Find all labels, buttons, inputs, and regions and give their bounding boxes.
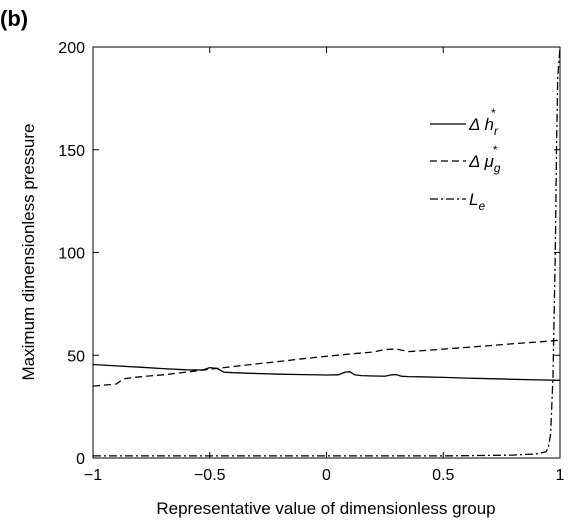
legend-sup-2: * [493, 143, 498, 157]
y-axis-label: Maximum dimensionless pressure [19, 124, 38, 381]
axis-ticks: −1 −0.5 0 0.5 1 0 50 100 150 200 [58, 40, 564, 484]
legend-sup-1: * [491, 106, 496, 120]
series-lines [92, 46, 561, 457]
y-tick-label: 150 [58, 143, 85, 160]
y-tick-label: 100 [58, 246, 85, 263]
series-line-3 [93, 46, 561, 457]
x-tick-label: −1 [84, 467, 102, 484]
series-line-1 [92, 363, 561, 381]
legend-entry-2: Δ μg [468, 152, 501, 175]
y-tick-label: 50 [67, 348, 85, 365]
plot-frame [92, 46, 561, 459]
y-tick-label: 200 [58, 40, 85, 57]
panel-label: (b) [0, 6, 28, 31]
x-axis-label: Representative value of dimensionless gr… [156, 499, 495, 518]
x-tick-label: 1 [556, 467, 565, 484]
x-tick-label: 0 [322, 467, 331, 484]
legend-entry-1: Δ hr [468, 115, 499, 138]
series-line-2 [92, 339, 561, 387]
legend: Δ hr*Δ μg*Le [430, 106, 501, 213]
x-tick-label: −0.5 [194, 467, 226, 484]
x-tick-label: 0.5 [432, 467, 454, 484]
y-tick-label: 0 [76, 451, 85, 468]
legend-entry-3: Le [469, 190, 485, 213]
